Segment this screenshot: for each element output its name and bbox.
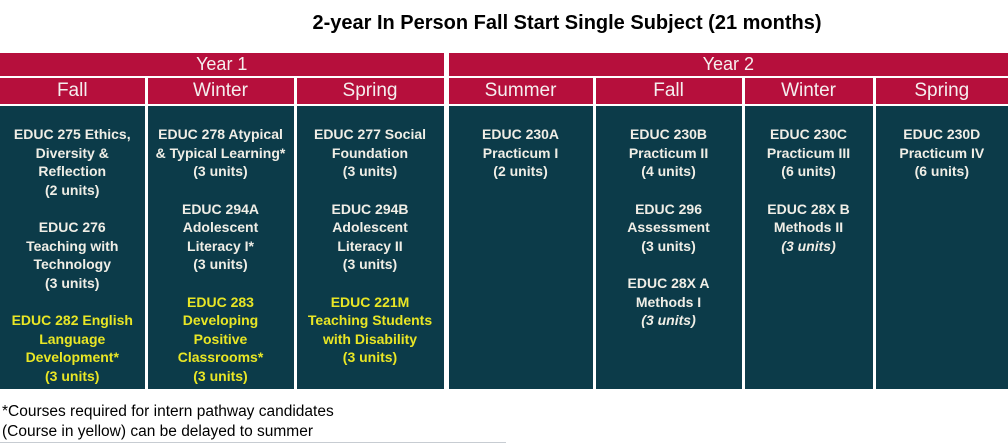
course-entry: EDUC 294A Adolescent Literacy I* (3 units) [181, 200, 260, 273]
year-header-row: Year 1 Year 2 [0, 53, 1008, 78]
footnotes: *Courses required for intern pathway can… [0, 389, 1008, 442]
course-row: EDUC 275 Ethics, Diversity & Reflection (2 … [0, 105, 1008, 389]
season-header-year1-spring: Spring [293, 77, 447, 106]
course-cell-year1-fall: EDUC 275 Ethics, Diversity & Reflection (2 … [0, 105, 146, 389]
season-header-row: Fall Winter Spring Summer Fall Winter Sp… [0, 77, 1008, 106]
course-entry: EDUC 275 Ethics, Diversity & Reflection (2 … [13, 126, 131, 198]
course-cell-year2-spring: EDUC 230D Practicum IV (6 units) [872, 105, 1008, 389]
course-entry: EDUC 283 Developing Positive Classrooms* (3 … [177, 293, 264, 384]
year-2-header: Year 2 [443, 53, 1008, 78]
course-entry: EDUC 230C Practicum III (6 units) [766, 126, 851, 179]
footnote-line-1: *Courses required for intern pathway can… [2, 403, 334, 420]
course-entry: EDUC 28X A Methods I (3 units) [627, 275, 710, 328]
course-entry: EDUC 282 English Language Development* (3 u… [11, 312, 133, 384]
year-1-header: Year 1 [0, 53, 447, 78]
course-cell-year1-winter: EDUC 278 Atypical & Typical Learning* (3 u… [144, 105, 295, 389]
course-entry: EDUC 277 Social Foundation (3 units) [313, 126, 427, 179]
season-header-year1-winter: Winter [144, 77, 295, 106]
season-header-year2-summer: Summer [443, 77, 595, 106]
course-entry: EDUC 230B Practicum II (4 units) [628, 126, 709, 179]
schedule-table: Year 1 Year 2 Fall Winter Spring Summer … [0, 53, 1008, 389]
season-header-year2-fall: Fall [592, 77, 744, 106]
season-header-year2-winter: Winter [741, 77, 875, 106]
course-cell-year2-fall: EDUC 230B Practicum II (4 units) EDUC 296 As… [592, 105, 744, 389]
bottom-hairline [0, 442, 506, 443]
course-entry: EDUC 294B Adolescent Literacy II (3 units) [331, 200, 409, 273]
course-entry: EDUC 221M Teaching Students with Disabilit… [307, 293, 433, 366]
course-entry: EDUC 28X B Methods II (3 units) [767, 200, 850, 254]
footnote-line-2: (Course in yellow) can be delayed to sum… [2, 423, 313, 440]
course-entry: EDUC 230D Practicum IV (6 units) [899, 126, 985, 179]
season-header-year1-fall: Fall [0, 77, 146, 106]
course-entry: EDUC 278 Atypical & Typical Learning* (3 u… [155, 126, 286, 179]
course-entry: EDUC 230A Practicum I (2 units) [482, 126, 560, 179]
course-cell-year2-winter: EDUC 230C Practicum III (6 units) EDUC 28X … [741, 105, 875, 389]
season-header-year2-spring: Spring [872, 77, 1008, 106]
course-entry: EDUC 296 Assessment (3 units) [627, 200, 710, 254]
course-cell-year1-spring: EDUC 277 Social Foundation (3 units) EDUC 2… [293, 105, 447, 389]
course-entry: EDUC 276 Teaching with Technology (3 units) [26, 219, 119, 291]
course-cell-year2-summer: EDUC 230A Practicum I (2 units) [443, 105, 595, 389]
page-title: 2-year In Person Fall Start Single Subje… [312, 12, 822, 34]
